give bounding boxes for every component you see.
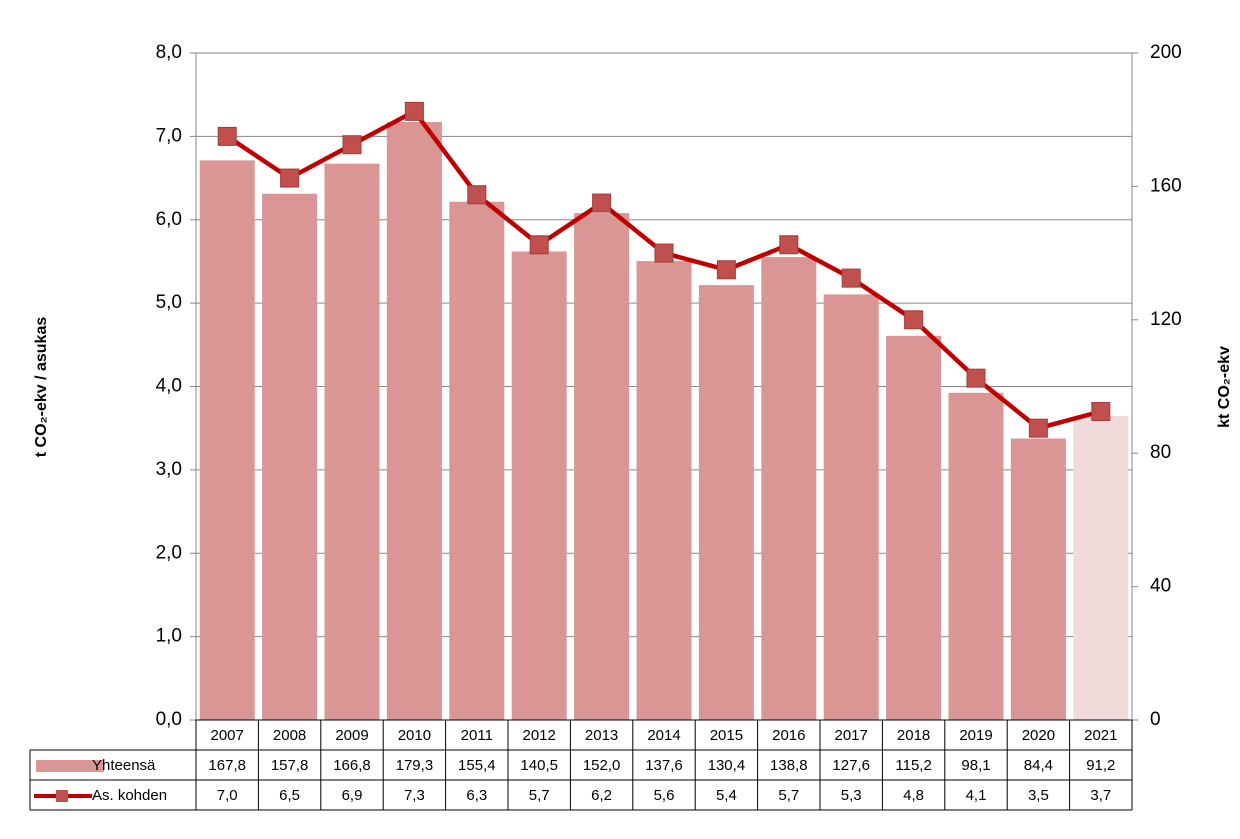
y-tick-label: 8,0: [156, 42, 182, 63]
marker: [342, 135, 362, 155]
table-value: 6,9: [342, 787, 363, 804]
y2-tick-label: 0: [1150, 709, 1161, 730]
y2-tick-label: 80: [1150, 442, 1171, 463]
y-tick-label: 6,0: [156, 209, 182, 230]
y2-tick-label: 120: [1150, 309, 1182, 330]
marker: [841, 268, 861, 288]
bar: [761, 257, 817, 720]
marker: [529, 235, 549, 255]
y-tick-label: 4,0: [156, 376, 182, 397]
marker: [1028, 418, 1048, 438]
table-value: 166,8: [333, 757, 371, 774]
x-tick-label: 2016: [772, 727, 805, 744]
marker: [467, 185, 487, 205]
y-tick-label: 1,0: [156, 626, 182, 647]
table-value: 5,7: [778, 787, 799, 804]
marker: [404, 101, 424, 121]
table-value: 5,3: [841, 787, 862, 804]
marker: [217, 126, 237, 146]
table-value: 138,8: [770, 757, 808, 774]
bar: [948, 392, 1004, 720]
y-tick-label: 5,0: [156, 292, 182, 313]
bar: [511, 251, 567, 720]
table-value: 4,8: [903, 787, 924, 804]
table-value: 6,5: [279, 787, 300, 804]
table-value: 6,3: [466, 787, 487, 804]
y2-axis-title: kt CO₂-ekv: [1216, 346, 1233, 428]
marker: [904, 310, 924, 330]
table-value: 5,6: [654, 787, 675, 804]
bar: [386, 122, 442, 721]
x-tick-label: 2020: [1022, 727, 1055, 744]
bar: [1073, 415, 1129, 720]
table-value: 137,6: [645, 757, 683, 774]
marker: [280, 168, 300, 188]
marker: [592, 193, 612, 213]
table-value: 7,0: [217, 787, 238, 804]
table-value: 140,5: [520, 757, 558, 774]
bar: [199, 160, 255, 721]
x-tick-label: 2014: [647, 727, 680, 744]
table-value: 5,7: [529, 787, 550, 804]
legend-label: As. kohden: [92, 787, 167, 804]
bar: [324, 163, 380, 721]
x-tick-label: 2017: [835, 727, 868, 744]
x-tick-label: 2021: [1084, 727, 1117, 744]
table-value: 91,2: [1086, 757, 1115, 774]
table-value: 157,8: [271, 757, 309, 774]
y-axis-title: t CO₂-ekv / asukas: [33, 317, 50, 458]
x-tick-label: 2007: [211, 727, 244, 744]
table-value: 6,2: [591, 787, 612, 804]
bar: [698, 285, 754, 720]
bar: [823, 294, 879, 720]
y2-tick-label: 40: [1150, 576, 1171, 597]
bar: [574, 213, 630, 720]
bar: [886, 335, 942, 720]
y-tick-label: 7,0: [156, 125, 182, 146]
legend-key: [56, 790, 68, 802]
table-value: 7,3: [404, 787, 425, 804]
bar: [449, 201, 505, 721]
y-tick-label: 0,0: [156, 709, 182, 730]
x-tick-label: 2013: [585, 727, 618, 744]
y-tick-label: 2,0: [156, 542, 182, 563]
y2-tick-label: 200: [1150, 42, 1182, 63]
table-value: 155,4: [458, 757, 496, 774]
x-tick-label: 2011: [461, 727, 493, 744]
table-value: 152,0: [583, 757, 621, 774]
table-value: 5,4: [716, 787, 737, 804]
x-tick-label: 2015: [710, 727, 743, 744]
y2-tick-label: 160: [1150, 175, 1182, 196]
x-tick-label: 2019: [959, 727, 992, 744]
legend-label: Yhteensä: [92, 757, 156, 774]
table-value: 179,3: [396, 757, 434, 774]
x-tick-label: 2008: [273, 727, 306, 744]
bar: [636, 261, 692, 720]
table-value: 3,5: [1028, 787, 1049, 804]
table-value: 3,7: [1090, 787, 1111, 804]
marker: [779, 235, 799, 255]
marker: [654, 243, 674, 263]
table-value: 4,1: [966, 787, 987, 804]
x-tick-label: 2009: [335, 727, 368, 744]
marker: [716, 260, 736, 280]
marker: [1091, 402, 1111, 422]
x-tick-label: 2012: [523, 727, 556, 744]
marker: [966, 368, 986, 388]
x-tick-label: 2010: [398, 727, 431, 744]
x-tick-label: 2018: [897, 727, 930, 744]
table-value: 167,8: [208, 757, 246, 774]
table-value: 127,6: [832, 757, 870, 774]
table-value: 98,1: [961, 757, 990, 774]
legend-key: [36, 760, 104, 772]
table-value: 130,4: [708, 757, 746, 774]
table-value: 115,2: [895, 757, 931, 774]
bar: [262, 193, 318, 720]
table-value: 84,4: [1024, 757, 1053, 774]
bar: [1010, 438, 1066, 720]
y-tick-label: 3,0: [156, 459, 182, 480]
